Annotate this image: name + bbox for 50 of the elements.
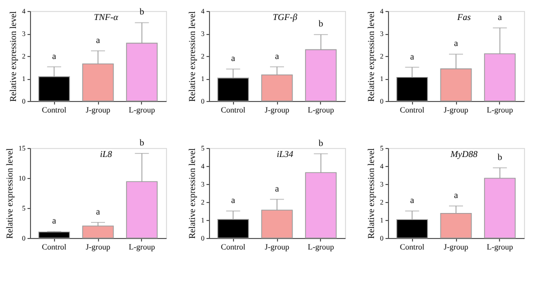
y-axis-title: Relative expression level (8, 10, 18, 102)
x-tick-label: L-group (486, 242, 513, 252)
x-tick-label: Control (220, 242, 246, 252)
x-tick-label: L-group (486, 106, 513, 114)
annotation: b (498, 152, 503, 162)
annotation: a (52, 215, 56, 226)
annotation: a (410, 51, 414, 62)
annotation: a (231, 53, 236, 64)
x-tick-label: J-group (264, 242, 290, 252)
annotation: a (454, 190, 458, 200)
annotation: b (318, 18, 324, 29)
x-tick-label: J-group (264, 106, 290, 114)
x-tick-label: L-group (308, 106, 334, 114)
x-tick-label: L-group (128, 242, 155, 252)
annotation: b (318, 138, 324, 148)
x-tick-label: Control (400, 106, 426, 114)
x-tick-label: J-group (444, 106, 468, 114)
chart-title: TNF-α (94, 12, 118, 22)
annotation: a (231, 195, 236, 205)
x-tick-label: Control (400, 242, 426, 252)
x-tick-label: J-group (86, 242, 110, 252)
y-axis-title: Relative expression level (366, 148, 376, 239)
chart-title: MyD88 (450, 149, 478, 159)
x-tick-label: J-group (86, 106, 110, 114)
annotation: a (498, 12, 502, 22)
y-axis-title: Relative expression level (187, 10, 197, 102)
y-axis-title: Relative expression level (366, 10, 376, 102)
annotation: a (96, 206, 100, 216)
x-tick-label: L-group (308, 242, 334, 252)
x-tick-label: Control (42, 106, 68, 114)
chart-title: iL8 (100, 149, 112, 159)
x-tick-label: L-group (128, 106, 155, 114)
annotation: a (454, 38, 458, 48)
annotation: a (275, 50, 279, 61)
x-tick-label: Control (42, 242, 68, 252)
annotation: a (96, 34, 100, 45)
annotation: b (140, 137, 145, 148)
y-axis-title: Relative expression level (4, 148, 14, 239)
annotation: a (275, 183, 279, 194)
x-tick-label: J-group (444, 242, 468, 252)
annotation: a (52, 50, 56, 61)
bar (38, 232, 70, 238)
annotation: b (140, 6, 145, 17)
chart-title: TGF-β (272, 12, 298, 22)
chart-title: iL34 (276, 149, 294, 159)
x-tick-label: Control (220, 106, 246, 114)
bar (82, 226, 114, 238)
y-axis-title: Relative expression level (187, 148, 197, 239)
chart-title: Fas (456, 12, 472, 22)
annotation: a (410, 195, 414, 205)
